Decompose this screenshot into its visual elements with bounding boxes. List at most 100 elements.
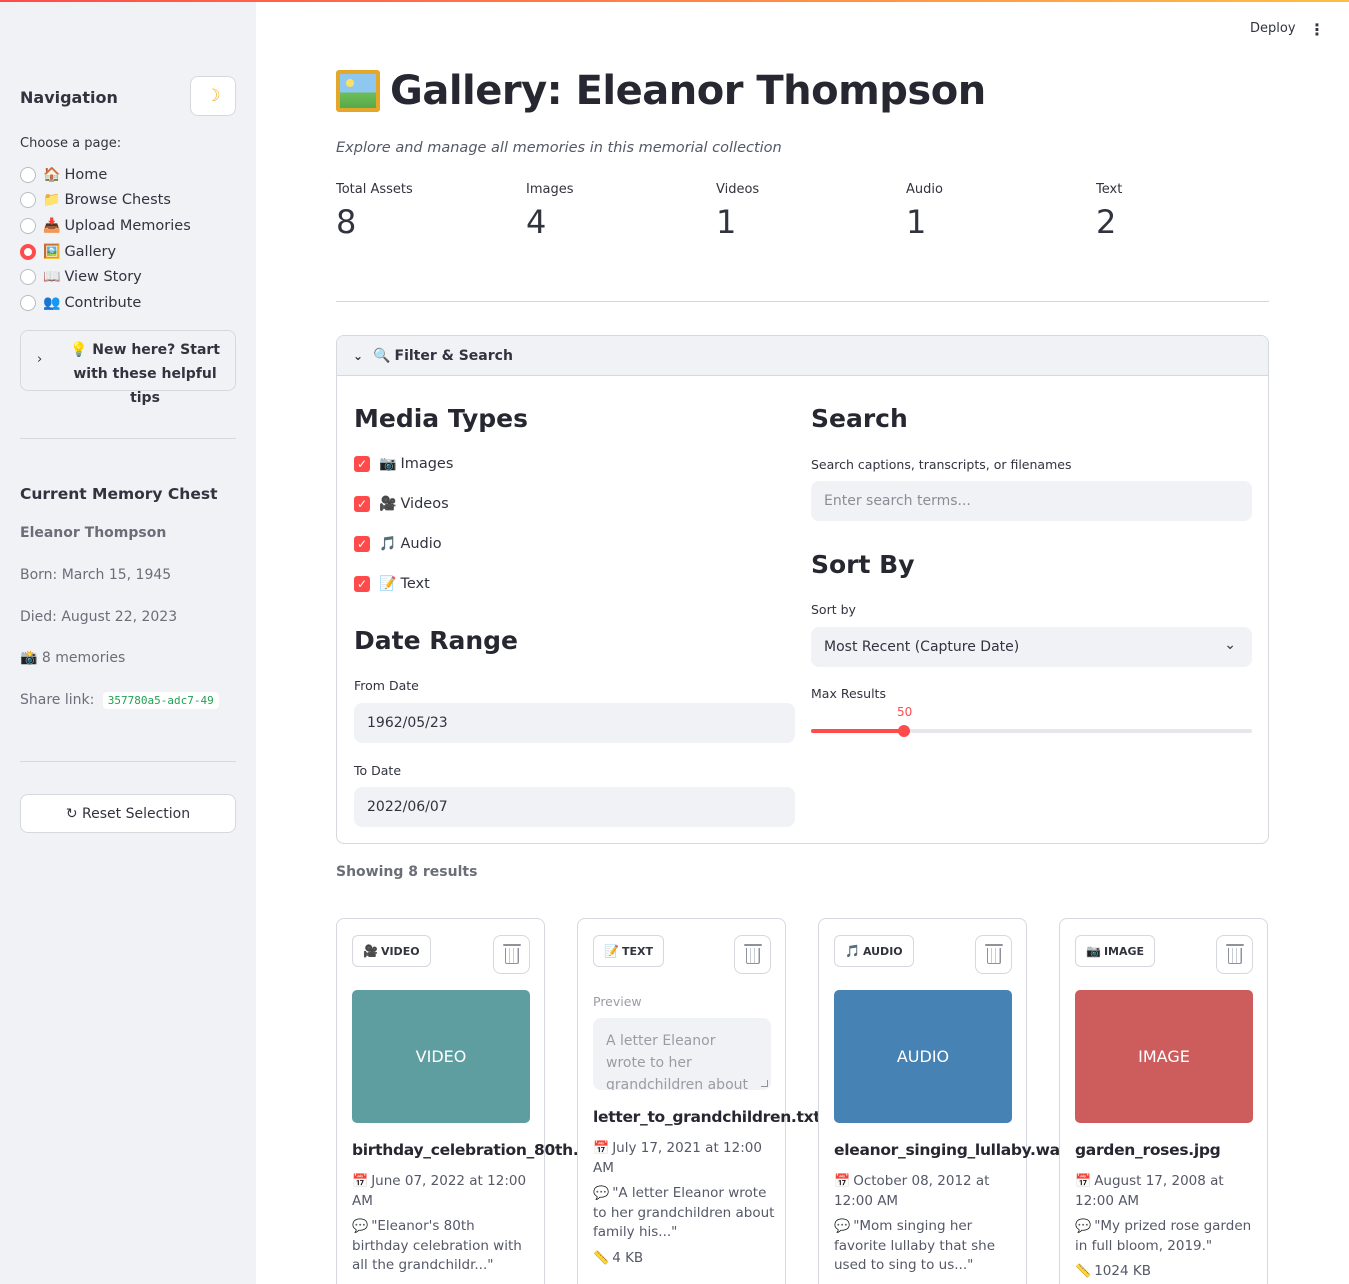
slider-thumb[interactable] [898, 725, 910, 737]
trash-icon [984, 944, 1003, 964]
search-input[interactable]: Enter search terms... [811, 481, 1252, 521]
sidebar-divider [20, 761, 236, 762]
radio-label: Contribute [64, 294, 142, 311]
main-divider [336, 301, 1269, 302]
sidebar: Navigation ☽ Choose a page: 🏠 Home 📁 Bro… [0, 0, 256, 1284]
radio-home[interactable]: 🏠 Home [20, 162, 191, 188]
checkbox-checked[interactable]: ✓ [354, 496, 370, 512]
inbox-tray-icon: 📥 [43, 217, 61, 234]
card-filename: birthday_celebration_80th.mp4 [352, 1141, 616, 1159]
filter-expander-header[interactable]: ⌄ 🔍 Filter & Search [337, 336, 1268, 376]
preview-label: Preview [593, 994, 642, 1009]
media-thumbnail[interactable]: IMAGE [1075, 990, 1253, 1123]
media-card-audio: 🎵 AUDIO AUDIO eleanor_singing_lullaby.wa… [818, 918, 1070, 1284]
chest-name: Eleanor Thompson [20, 525, 167, 541]
checkbox-videos[interactable]: ✓ 🎥 Videos [354, 496, 449, 512]
delete-button[interactable] [734, 935, 771, 974]
metric-videos: Videos 1 [716, 182, 759, 241]
radio-contribute[interactable]: 👥 Contribute [20, 290, 191, 316]
radio-gallery[interactable]: 🖼️ Gallery [20, 239, 191, 265]
radio-button[interactable] [20, 166, 36, 183]
radio-upload-memories[interactable]: 📥 Upload Memories [20, 213, 191, 239]
radio-button[interactable] [20, 294, 36, 311]
open-book-icon: 📖 [43, 269, 61, 286]
max-results-value: 50 [897, 705, 913, 719]
memories-count: 📸 8 memories [20, 650, 126, 666]
calendar-icon: 📅 [352, 1174, 369, 1189]
type-badge: 🎵 AUDIO [834, 935, 914, 967]
ruler-icon: 📏 [1075, 1264, 1092, 1279]
card-date: 📅 June 07, 2022 at 12:00 AM [352, 1173, 527, 1209]
to-date-input[interactable]: 2022/06/07 [354, 787, 795, 827]
tips-label: 💡 New here? Start with these helpful tip… [69, 342, 220, 406]
media-card-image: 📷 IMAGE IMAGE garden_roses.jpg 📅 August 1… [1059, 918, 1268, 1284]
metric-images: Images 4 [526, 182, 574, 241]
chevron-right-icon: › [37, 352, 43, 367]
from-date-label: From Date [354, 678, 419, 693]
from-date-input[interactable]: 1962/05/23 [354, 703, 795, 743]
died-date: Died: August 22, 2023 [20, 609, 178, 625]
card-date: 📅 August 17, 2008 at 12:00 AM [1075, 1173, 1224, 1209]
type-badge: 🎥 VIDEO [352, 935, 431, 967]
radio-button[interactable] [20, 217, 36, 234]
card-caption: 💬 "Mom singing her favorite lullaby that … [834, 1218, 995, 1273]
delete-button[interactable] [493, 935, 530, 974]
deploy-button[interactable]: Deploy [1250, 21, 1296, 36]
metric-value: 4 [526, 203, 547, 241]
folder-icon: 📁 [43, 192, 61, 209]
checkbox-checked[interactable]: ✓ [354, 536, 370, 552]
reset-selection-button[interactable]: ↻ Reset Selection [20, 794, 236, 833]
checkbox-checked[interactable]: ✓ [354, 576, 370, 592]
metric-label: Total Assets [336, 182, 413, 197]
ruler-icon: 📏 [593, 1251, 610, 1266]
lightbulb-icon: 💡 [69, 342, 88, 358]
card-filename: eleanor_singing_lullaby.wav [834, 1141, 1070, 1159]
chevron-down-icon: ⌄ [353, 348, 364, 363]
metric-audio: Audio 1 [906, 182, 943, 241]
magnifier-icon: 🔍 [373, 347, 391, 364]
media-thumbnail[interactable]: AUDIO [834, 990, 1012, 1123]
slider-fill [811, 729, 904, 733]
preview-textarea[interactable]: A letter Eleanor wrote to her grandchild… [593, 1018, 771, 1090]
metric-total-assets: Total Assets 8 [336, 182, 413, 241]
theme-toggle-button[interactable]: ☽ [190, 76, 236, 116]
music-note-icon: 🎵 [845, 944, 860, 958]
type-badge: 📝 TEXT [593, 935, 664, 967]
card-size: 📏 4 KB [593, 1250, 644, 1266]
radio-label: View Story [64, 269, 142, 286]
delete-button[interactable] [975, 935, 1012, 974]
checkbox-checked[interactable]: ✓ [354, 456, 370, 472]
radio-view-story[interactable]: 📖 View Story [20, 264, 191, 290]
choose-page-label: Choose a page: [20, 136, 122, 151]
house-icon: 🏠 [43, 166, 61, 183]
card-date: 📅 October 08, 2012 at 12:00 AM [834, 1173, 990, 1209]
checkbox-images[interactable]: ✓ 📷 Images [354, 456, 453, 472]
current-chest-title: Current Memory Chest [20, 485, 218, 503]
sort-heading: Sort By [811, 550, 915, 579]
metric-value: 2 [1096, 203, 1117, 241]
radio-browse-chests[interactable]: 📁 Browse Chests [20, 188, 191, 214]
radio-button[interactable] [20, 192, 36, 209]
media-thumbnail[interactable]: VIDEO [352, 990, 530, 1123]
camera-icon: 📷 [379, 456, 397, 472]
checkbox-text[interactable]: ✓ 📝 Text [354, 576, 430, 592]
movie-camera-icon: 🎥 [379, 496, 397, 512]
max-results-slider[interactable] [811, 725, 1252, 737]
checkbox-audio[interactable]: ✓ 🎵 Audio [354, 536, 442, 552]
card-size: 📏 1024 KB [1075, 1263, 1151, 1279]
speech-bubble-icon: 💬 [834, 1219, 851, 1234]
sort-select[interactable]: Most Recent (Capture Date) ⌄ [811, 627, 1252, 667]
memo-icon: 📝 [379, 576, 397, 592]
search-label: Search captions, transcripts, or filenam… [811, 457, 1072, 472]
media-types-heading: Media Types [354, 404, 528, 433]
radio-label: Gallery [64, 243, 117, 260]
resize-grip-icon[interactable] [761, 1080, 768, 1087]
radio-button-selected[interactable] [20, 243, 36, 260]
music-note-icon: 🎵 [379, 536, 397, 552]
delete-button[interactable] [1216, 935, 1253, 974]
results-count: Showing 8 results [336, 864, 478, 880]
share-code[interactable]: 357780a5-adc7-49 [102, 692, 219, 709]
tips-expander[interactable]: › 💡 New here? Start with these helpful t… [20, 330, 236, 406]
radio-button[interactable] [20, 269, 36, 286]
more-menu-icon[interactable]: ⋮ [1309, 20, 1325, 39]
